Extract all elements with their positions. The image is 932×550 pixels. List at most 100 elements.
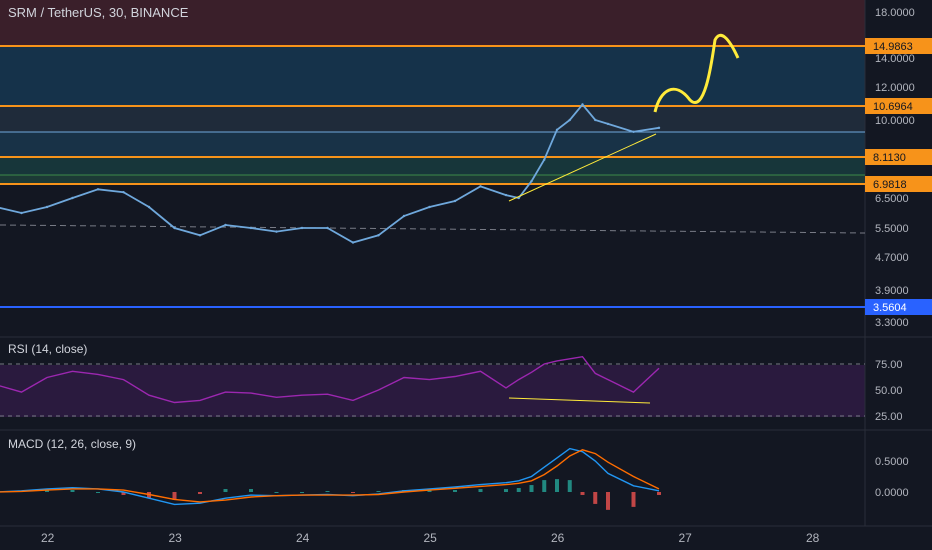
- zone-10-9: [0, 106, 865, 132]
- macd-histogram-bar-12: [300, 492, 304, 493]
- macd-histogram-bar-23: [542, 480, 547, 492]
- price-point-19: [479, 185, 482, 188]
- price-point-5: [122, 190, 125, 194]
- price-point-1: [20, 211, 23, 215]
- price-point-8: [198, 234, 202, 237]
- price-level-badge-0: [865, 38, 932, 54]
- rsi-axis-tick-2: 25.00: [875, 411, 903, 423]
- price-point-7: [173, 226, 176, 230]
- time-axis-tick-3: 25: [424, 531, 438, 545]
- price-axis-tick-3: 10.0000: [875, 115, 915, 127]
- rsi-lower-low-arrow: [508, 397, 651, 404]
- macd-histogram-bar-15: [376, 491, 381, 493]
- price-axis-tick-0: 18.0000: [875, 7, 915, 19]
- price-axis-tick-8: 3.3000: [875, 317, 909, 329]
- price-level-badge-2: [865, 149, 932, 165]
- macd-series-line: [0, 447, 660, 506]
- price-level-label-0: 14.9863: [873, 41, 913, 53]
- macd-histogram-bar-25: [567, 480, 572, 492]
- price-axis-tick-4: 6.5000: [875, 193, 909, 205]
- time-axis-tick-4: 26: [551, 531, 565, 545]
- price-level-badge-1: [865, 98, 932, 114]
- macd-label: MACD (12, 26, close, 9): [8, 437, 137, 451]
- macd-histogram-bar-19: [478, 489, 483, 492]
- price-point-20: [504, 193, 508, 197]
- time-axis-tick-5: 27: [679, 531, 693, 545]
- price-point-21: [517, 196, 520, 200]
- price-point-25: [568, 118, 571, 122]
- macd-histogram-bar-5: [121, 492, 126, 495]
- macd-histogram-bar-28: [606, 492, 610, 510]
- price-point-30: [657, 126, 661, 130]
- price-point-4: [96, 188, 100, 191]
- zone-7: [0, 175, 865, 184]
- zone-14-10: [0, 46, 865, 106]
- macd-histogram-bar-7: [172, 492, 177, 500]
- price-point-28: [606, 122, 610, 126]
- time-axis-tick-1: 23: [169, 531, 183, 545]
- macd-histogram-bar-11: [274, 492, 279, 493]
- price-point-3: [71, 196, 74, 200]
- price-point-23: [543, 158, 546, 161]
- macd-histogram-bar-3: [70, 490, 75, 492]
- rsi-label: RSI (14, close): [8, 342, 88, 356]
- time-axis-tick-6: 28: [806, 531, 820, 545]
- macd-axis-tick-0: 0.5000: [875, 456, 909, 468]
- price-point-29: [632, 130, 635, 133]
- price-level-badge-4: [865, 299, 932, 315]
- macd-histogram-bar-21: [516, 488, 521, 492]
- price-higher-low-arrow: [508, 133, 657, 202]
- macd-histogram-bar-29: [631, 492, 636, 507]
- price-axis-tick-5: 5.5000: [875, 223, 909, 235]
- macd-histogram-bar-13: [325, 491, 330, 493]
- rsi-axis-tick-1: 50.00: [875, 385, 903, 397]
- macd-histogram-bar-9: [223, 489, 228, 492]
- price-level-label-2: 8.1130: [873, 152, 906, 164]
- price-level-label-4: 3.5604: [873, 302, 907, 314]
- price-point-18: [453, 199, 457, 203]
- price-level-label-1: 10.6964: [873, 101, 913, 113]
- price-point-15: [377, 234, 380, 237]
- time-axis-tick-2: 24: [296, 531, 310, 545]
- price-point-2: [45, 205, 49, 209]
- rsi-series-line: [0, 355, 660, 404]
- price-point-24: [555, 128, 559, 132]
- rsi-band-background: [0, 365, 865, 417]
- price-point-6: [147, 205, 151, 209]
- price-point-16: [402, 214, 406, 218]
- price-point-10: [249, 226, 253, 230]
- resistance-zone-top: [0, 0, 865, 46]
- macd-histogram-bar-8: [198, 492, 202, 494]
- price-point-12: [300, 226, 304, 230]
- price-level-label-3: 6.9818: [873, 179, 907, 191]
- macd-histogram-bar-4: [96, 492, 100, 493]
- price-point-9: [224, 223, 227, 227]
- price-axis-tick-6: 4.7000: [875, 252, 909, 264]
- macd-histogram-bar-18: [453, 490, 457, 492]
- price-point-13: [326, 226, 329, 230]
- price-point-17: [428, 205, 431, 209]
- macd-histogram-bar-26: [580, 492, 585, 495]
- macd-histogram-bar-30: [657, 492, 661, 495]
- price-point-26: [581, 103, 584, 106]
- projection-curve: [653, 34, 740, 113]
- chart-title: SRM / TetherUS, 30, BINANCE: [8, 5, 189, 20]
- macd-histogram-bar-24: [555, 479, 559, 492]
- macd-histogram-bar-22: [529, 485, 534, 492]
- price-point-11: [275, 230, 278, 233]
- rsi-axis-tick-0: 75.00: [875, 359, 903, 371]
- zone-8-7: [0, 157, 865, 175]
- zone-9-8: [0, 132, 865, 157]
- time-axis-tick-0: 22: [41, 531, 55, 545]
- price-axis-tick-1: 14.0000: [875, 53, 915, 65]
- price-level-badge-3: [865, 176, 932, 192]
- price-point-27: [594, 118, 597, 122]
- price-point-14: [351, 241, 355, 244]
- price-point-22: [530, 179, 533, 183]
- macd-histogram-bar-14: [351, 492, 355, 493]
- price-axis-tick-7: 3.9000: [875, 285, 909, 297]
- macd-histogram-bar-27: [593, 492, 598, 504]
- macd-histogram-bar-10: [249, 489, 253, 492]
- signal-series-line: [0, 449, 660, 503]
